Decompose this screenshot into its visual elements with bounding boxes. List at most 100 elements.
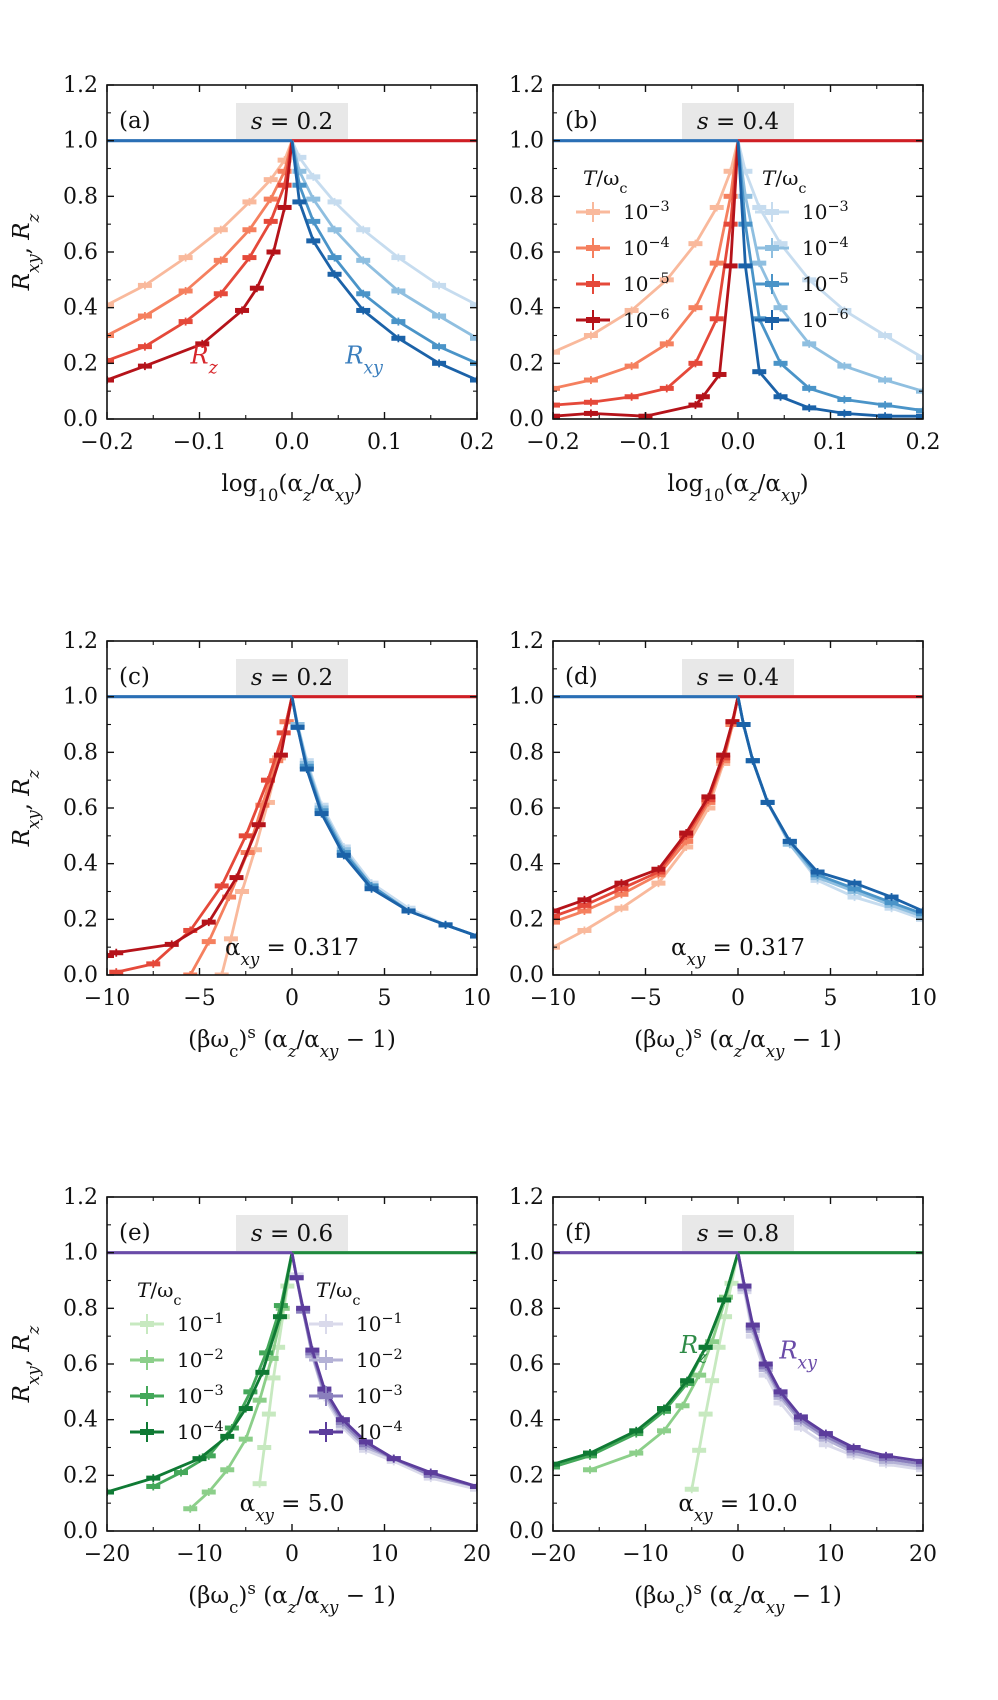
y-tick-label: 1.2 [63, 629, 98, 654]
x-tick-label: −0.2 [526, 430, 579, 455]
alpha-annotation: αxy = 0.317 [671, 935, 805, 969]
s-value-box [682, 659, 794, 695]
series-line-rxy-8 [290, 1252, 477, 1488]
series-line-rz-2 [553, 1252, 740, 1469]
y-tick-label: 0.0 [509, 963, 544, 988]
y-tick-label: 0.0 [63, 963, 98, 988]
y-tick-label: 0.4 [63, 852, 98, 877]
series-line-rxy-7 [290, 140, 477, 365]
y-tick-label: 0.2 [509, 907, 544, 932]
legend-entry-label: 10−3 [802, 199, 849, 224]
y-tick-label: 1.0 [509, 685, 544, 710]
y-axis-title: Rxy, Rz [9, 1325, 43, 1403]
curve-label-rz: Rz [190, 341, 219, 378]
series-line-rz-3 [553, 140, 740, 418]
alpha-annotation: αxy = 10.0 [678, 1491, 797, 1525]
x-tick-label: 0.1 [813, 430, 848, 455]
series-line-rxy-5 [736, 140, 923, 360]
y-tick-label: 1.2 [63, 1185, 98, 1210]
series-group [107, 695, 477, 975]
curve-label-rxy: Rxy [778, 1336, 817, 1373]
x-axis-title: log10(αz/αxy) [221, 471, 362, 505]
y-tick-label: 1.0 [63, 1241, 98, 1266]
x-tick-label: 0 [285, 1542, 299, 1567]
y-tick-label: 0.2 [63, 351, 98, 376]
y-tick-label: 0.0 [509, 1519, 544, 1544]
legend-title: T/ωc [137, 1278, 181, 1309]
x-tick-label: 0.2 [460, 430, 495, 455]
y-tick-label: 0.0 [63, 407, 98, 432]
x-tick-label: 5 [824, 986, 838, 1011]
series-group [107, 139, 477, 385]
legend-entry-label: 10−4 [177, 1419, 224, 1444]
series-line-rxy-8 [290, 696, 477, 938]
s-value-label: s = 0.4 [697, 109, 779, 135]
x-tick-label: −10 [622, 1542, 668, 1567]
legend-entry-label: 10−4 [356, 1419, 403, 1444]
panel-label: (b) [565, 108, 598, 134]
legend-entry-label: 10−3 [177, 1383, 224, 1408]
series-line-rz-1 [189, 1252, 294, 1510]
y-tick-label: 0.6 [63, 796, 98, 821]
panel-label: (c) [119, 664, 150, 690]
y-tick-label: 0.0 [63, 1519, 98, 1544]
y-tick-label: 1.2 [509, 629, 544, 654]
series-line-rz-0 [553, 140, 740, 354]
y-tick-label: 1.2 [509, 73, 544, 98]
y-tick-label: 1.2 [509, 1185, 544, 1210]
y-tick-label: 1.0 [63, 129, 98, 154]
series-line-rxy-8 [736, 1252, 923, 1463]
panel-label: (f) [565, 1220, 591, 1246]
s-value-label: s = 0.4 [697, 665, 779, 691]
x-tick-label: 0.2 [906, 430, 941, 455]
y-tick-label: 0.0 [509, 407, 544, 432]
legend-entry-label: 10−4 [623, 235, 670, 260]
x-tick-label: −20 [84, 1542, 130, 1567]
legend-entry-label: 10−2 [177, 1347, 224, 1372]
series-line-rxy-5 [290, 140, 477, 307]
series-group [553, 695, 923, 952]
alpha-annotation: αxy = 0.317 [225, 935, 359, 969]
y-tick-label: 0.8 [509, 184, 544, 209]
series-line-rz-3 [107, 1252, 294, 1494]
y-tick-label: 0.6 [509, 1352, 544, 1377]
series-line-rxy-7 [290, 696, 477, 938]
x-tick-label: 0 [731, 1542, 745, 1567]
panel-f: 0.0 0.2 0.4 0.6 0.8 1.0 1.2 −20 −10 0 10 20 (βωc)s (… [509, 1185, 937, 1617]
legend-entry-label: 10−5 [802, 271, 849, 296]
x-tick-label: −0.1 [619, 430, 672, 455]
s-value-box [236, 1215, 348, 1251]
series-line-rz-0 [107, 140, 294, 307]
x-tick-label: −5 [629, 986, 661, 1011]
y-tick-label: 0.4 [509, 296, 544, 321]
s-value-box [236, 103, 348, 139]
y-tick-label: 0.6 [63, 1352, 98, 1377]
y-tick-label: 0.8 [63, 184, 98, 209]
panel-a: 0.0 0.2 0.4 0.6 0.8 1.0 1.2 −0.2 −0.1 0.0 0.1 0.2 lo… [9, 73, 495, 505]
series-group [553, 139, 923, 419]
x-tick-label: 10 [909, 986, 937, 1011]
legend-entry-label: 10−1 [356, 1311, 403, 1336]
s-value-box [236, 659, 348, 695]
x-tick-label: −10 [84, 986, 130, 1011]
y-tick-label: 1.2 [63, 73, 98, 98]
series-line-rz-3 [107, 140, 294, 382]
series-line-rxy-6 [290, 696, 477, 938]
y-tick-label: 0.8 [509, 1296, 544, 1321]
series-line-rz-3 [553, 1252, 740, 1466]
s-value-box [682, 1215, 794, 1251]
series-line-rxy-8 [290, 140, 477, 382]
x-tick-label: −0.2 [80, 430, 133, 455]
series-line-rxy-6 [290, 140, 477, 340]
legend-title: T/ωc [762, 166, 806, 197]
curve-label-rxy: Rxy [344, 341, 383, 378]
s-value-label: s = 0.2 [251, 109, 333, 135]
y-tick-label: 0.8 [509, 740, 544, 765]
y-axis-title: Rxy, Rz [9, 769, 43, 847]
x-axis-title: (βωc)s (αz/αxy − 1) [188, 1023, 396, 1061]
panel-e: 0.0 0.2 0.4 0.6 0.8 1.0 1.2 −20 −10 0 10 20 (βωc)s (… [9, 1185, 491, 1617]
x-tick-label: −10 [176, 1542, 222, 1567]
x-tick-label: −0.1 [173, 430, 226, 455]
legend-entry-label: 10−3 [623, 199, 670, 224]
panel-label: (d) [565, 664, 598, 690]
